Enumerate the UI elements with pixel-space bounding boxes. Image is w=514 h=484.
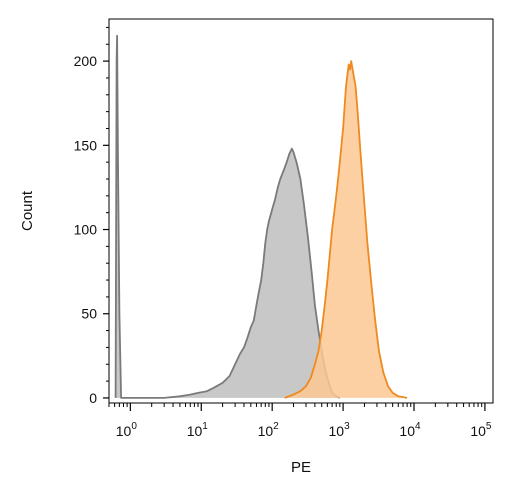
x-tick-label-5: 105 (470, 421, 492, 439)
histogram-fill-1 (115, 35, 340, 398)
y-tick-label-0: 0 (89, 390, 97, 406)
x-tick-label-2: 102 (258, 421, 280, 439)
histogram-outline-1 (114, 34, 341, 399)
histogram-series-layer (114, 34, 408, 399)
y-tick-label-3: 150 (74, 137, 98, 153)
x-tick-label-1: 101 (187, 421, 209, 439)
plot-frame (108, 18, 494, 404)
x-tick-label-4: 104 (399, 421, 421, 439)
histogram-fill-2 (284, 61, 408, 398)
y-axis-title: Count (19, 190, 36, 231)
histogram-outline-2 (284, 60, 408, 399)
y-axis: 0 50 100 150 200 (74, 26, 109, 406)
x-axis-title: PE (291, 459, 311, 476)
y-tick-label-4: 200 (74, 53, 98, 69)
y-tick-label-1: 50 (81, 306, 97, 322)
x-tick-label-3: 103 (329, 421, 351, 439)
x-axis: 100 101 102 103 104 105 (108, 403, 492, 439)
x-tick-label-0: 100 (116, 421, 138, 439)
y-tick-label-2: 100 (74, 222, 98, 238)
